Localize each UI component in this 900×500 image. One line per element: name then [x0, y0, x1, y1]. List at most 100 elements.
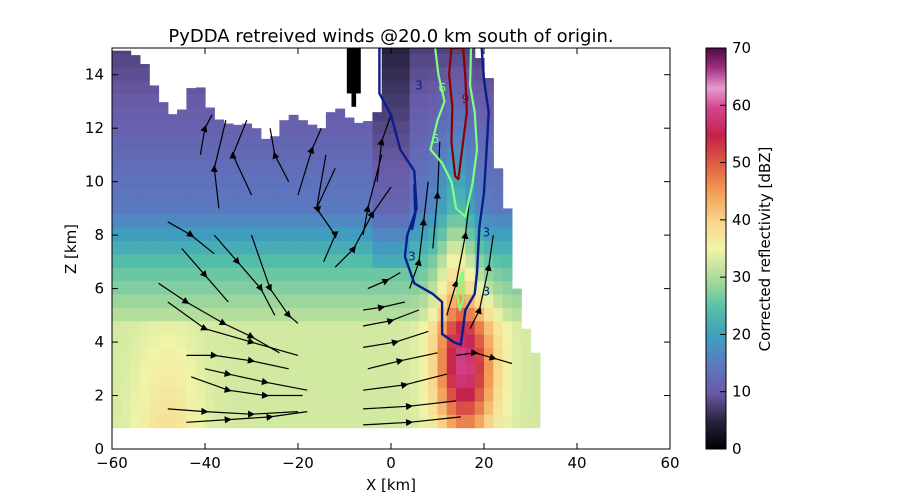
reflectivity-cell — [307, 227, 318, 242]
reflectivity-cell — [177, 200, 187, 215]
reflectivity-cell — [307, 160, 318, 175]
reflectivity-cell — [112, 293, 122, 308]
reflectivity-cell — [418, 320, 429, 335]
reflectivity-cell — [195, 93, 206, 108]
reflectivity-cell — [232, 240, 243, 255]
reflectivity-cell — [400, 227, 411, 242]
reflectivity-cell — [428, 173, 439, 188]
reflectivity-cell — [381, 160, 392, 175]
reflectivity-cell — [363, 253, 373, 268]
reflectivity-cell — [391, 360, 401, 375]
reflectivity-cell — [474, 400, 485, 415]
reflectivity-cell — [474, 80, 485, 95]
reflectivity-cell — [409, 80, 420, 95]
updraft-contours — [378, 48, 490, 346]
reflectivity-cell — [298, 387, 308, 402]
reflectivity-cell — [456, 200, 466, 215]
reflectivity-cell — [112, 414, 122, 429]
reflectivity-cell — [437, 374, 448, 389]
reflectivity-cell — [223, 160, 234, 175]
reflectivity-cell — [502, 347, 513, 362]
reflectivity-cell — [474, 360, 485, 375]
reflectivity-cell — [223, 307, 234, 322]
reflectivity-cell — [391, 146, 401, 161]
reflectivity-cell — [335, 200, 346, 215]
reflectivity-cell — [418, 120, 429, 135]
reflectivity-cell — [177, 109, 187, 121]
reflectivity-cell — [139, 374, 150, 389]
reflectivity-cell — [437, 240, 448, 255]
reflectivity-cell — [363, 267, 373, 282]
reflectivity-cell — [288, 400, 299, 415]
reflectivity-cell — [167, 114, 178, 121]
reflectivity-cell — [251, 133, 262, 148]
reflectivity-cell — [232, 200, 243, 215]
reflectivity-cell — [325, 146, 336, 161]
reflectivity-cell — [121, 360, 132, 375]
reflectivity-cell — [484, 173, 494, 188]
reflectivity-cell — [493, 414, 504, 429]
reflectivity-cell — [400, 360, 411, 375]
reflectivity-cell — [121, 387, 132, 402]
reflectivity-cell — [112, 347, 122, 362]
reflectivity-cell — [270, 414, 280, 429]
reflectivity-cell — [112, 227, 122, 242]
reflectivity-cell — [121, 80, 132, 95]
reflectivity-cell — [391, 120, 401, 135]
reflectivity-cell — [511, 400, 522, 415]
reflectivity-cell — [177, 334, 187, 349]
reflectivity-cell — [521, 334, 532, 349]
reflectivity-cell — [270, 267, 280, 282]
streamline — [363, 400, 457, 411]
reflectivity-cell — [279, 334, 290, 349]
reflectivity-cell — [223, 227, 234, 242]
reflectivity-cell — [177, 347, 187, 362]
reflectivity-cell — [121, 253, 132, 268]
reflectivity-cell — [270, 253, 280, 268]
reflectivity-cell — [381, 267, 392, 282]
reflectivity-cell — [232, 187, 243, 201]
reflectivity-cell — [242, 173, 253, 188]
reflectivity-cell — [325, 133, 336, 148]
reflectivity-cell — [353, 347, 364, 362]
reflectivity-cell — [149, 93, 160, 108]
reflectivity-cell — [493, 320, 504, 335]
reflectivity-cell — [130, 80, 141, 95]
reflectivity-cell — [195, 280, 206, 295]
reflectivity-cell — [149, 320, 160, 335]
streamline — [376, 114, 392, 182]
streamline — [186, 411, 308, 424]
reflectivity-cell — [409, 106, 420, 121]
reflectivity-cell — [344, 374, 355, 389]
reflectivity-cell — [195, 387, 206, 402]
reflectivity-cell — [446, 80, 457, 95]
colorbar-tick-label: 0 — [732, 440, 742, 458]
contour-label: 3 — [483, 284, 491, 298]
reflectivity-cell — [316, 187, 327, 201]
contour-updraft-9 — [448, 48, 468, 181]
reflectivity-cell — [270, 136, 280, 148]
reflectivity-cell — [325, 334, 336, 349]
reflectivity-cell — [446, 53, 457, 68]
reflectivity-cell — [409, 53, 420, 68]
reflectivity-cell — [465, 173, 476, 188]
reflectivity-cell — [242, 133, 253, 148]
reflectivity-cell — [353, 414, 364, 429]
reflectivity-cell — [167, 334, 178, 349]
reflectivity-cell — [121, 133, 132, 148]
reflectivity-cell — [456, 187, 466, 201]
reflectivity-cell — [130, 280, 141, 295]
reflectivity-cell — [372, 334, 383, 349]
reflectivity-cell — [381, 93, 392, 108]
reflectivity-cell — [502, 208, 513, 215]
reflectivity-cell — [214, 160, 225, 175]
reflectivity-cell — [158, 400, 169, 415]
reflectivity-cell — [121, 320, 132, 335]
reflectivity-cell — [465, 160, 476, 175]
reflectivity-cell — [446, 253, 457, 268]
reflectivity-cell — [446, 293, 457, 308]
reflectivity-cell — [353, 267, 364, 282]
reflectivity-cell — [391, 80, 401, 95]
reflectivity-cell — [353, 280, 364, 295]
reflectivity-cell — [381, 146, 392, 161]
